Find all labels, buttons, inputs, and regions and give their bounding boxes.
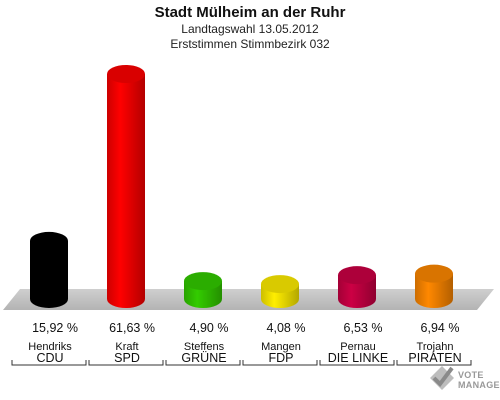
category-bracket-piraten [396,360,472,366]
vote-manager-logo: VOTE MANAGER [428,364,500,398]
category-bracket-gr-ne [165,360,241,366]
candidate-label-piraten: Trojahn [417,341,454,353]
candidate-label-gr-ne: Steffens [184,341,225,353]
value-label-spd: 61,63 % [109,321,155,335]
logo-line-vote: VOTE [458,370,484,380]
bar-top-gr-ne [184,272,222,291]
bar-die-linke [338,266,376,308]
category-bracket-die-linke [319,360,395,366]
chart-title: Stadt Mülheim an der Ruhr [154,4,346,21]
bar-cdu [30,231,68,308]
value-label-piraten: 6,94 % [421,321,460,335]
bar-spd [107,65,145,308]
checkmark-ballot-icon [430,366,454,390]
bar-body-spd [107,74,145,308]
party-label-piraten: PIRATEN [408,351,461,365]
party-label-gr-ne: GRÜNE [181,351,226,365]
candidate-label-die-linke: Pernau [340,341,375,353]
chart-subtitle-district: Erststimmen Stimmbezirk 032 [170,37,330,51]
candidate-label-fdp: Mangen [261,341,301,353]
bar-gr-ne [184,272,222,308]
bar-fdp [261,275,299,308]
candidate-label-spd: Kraft [115,341,138,353]
bar-piraten [415,264,453,308]
bar-top-piraten [415,264,453,283]
bar-body-cdu [30,240,68,308]
category-bracket-fdp [242,360,318,366]
bar-body-piraten [415,273,453,308]
party-label-die-linke: DIE LINKE [328,351,388,365]
value-label-die-linke: 6,53 % [344,321,383,335]
bar-top-fdp [261,275,299,294]
logo-text: VOTE MANAGER [458,370,500,390]
party-label-fdp: FDP [269,351,294,365]
value-label-gr-ne: 4,90 % [190,321,229,335]
value-label-cdu: 15,92 % [32,321,78,335]
party-label-spd: SPD [114,351,140,365]
bar-top-cdu [30,231,68,250]
chart-titles: Stadt Mülheim an der Ruhr Landtagswahl 1… [0,4,500,52]
category-bracket-spd [88,360,164,366]
value-label-fdp: 4,08 % [267,321,306,335]
candidate-label-cdu: Hendriks [28,341,72,353]
chart-subtitle-election: Landtagswahl 13.05.2012 [181,22,319,36]
logo-line-manager: MANAGER [458,380,500,390]
bar-body-die-linke [338,275,376,308]
category-bracket-cdu [11,360,87,366]
bar-top-die-linke [338,266,376,285]
bar-top-spd [107,65,145,83]
party-label-cdu: CDU [36,351,63,365]
